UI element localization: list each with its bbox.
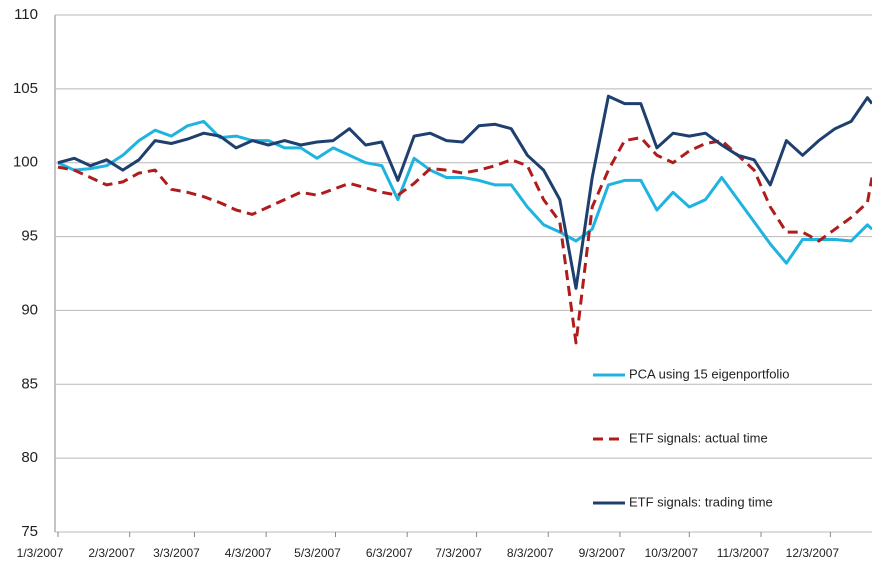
y-tick-label: 105 [13,80,38,97]
x-tick-label: 10/3/2007 [645,546,699,560]
x-tick-label: 11/3/2007 [717,546,770,560]
x-tick-label: 8/3/2007 [507,546,554,560]
y-tick-label: 85 [21,375,38,392]
y-tick-label: 95 [21,228,38,245]
x-tick-label: 2/3/2007 [88,546,135,560]
x-tick-label: 7/3/2007 [435,546,482,560]
x-tick-label: 6/3/2007 [366,546,413,560]
x-tick-label: 4/3/2007 [225,546,272,560]
x-tick-label: 3/3/2007 [153,546,200,560]
series-line [57,94,872,290]
legend-label: PCA using 15 eigenportfolio [629,366,789,381]
x-tick-label: 5/3/2007 [294,546,341,560]
y-tick-label: 90 [21,301,38,318]
y-tick-label: 110 [14,6,38,23]
x-tick-label: 9/3/2007 [579,546,626,560]
series-line [57,136,872,345]
y-tick-label: 75 [21,523,38,540]
legend-label: ETF signals: trading time [629,494,773,509]
x-tick-label: 1/3/2007 [17,546,64,560]
x-tick-label: 12/3/2007 [786,546,840,560]
y-tick-label: 100 [13,154,38,171]
legend-label: ETF signals: actual time [629,430,768,445]
series-line [57,119,872,265]
y-tick-label: 80 [21,449,38,466]
